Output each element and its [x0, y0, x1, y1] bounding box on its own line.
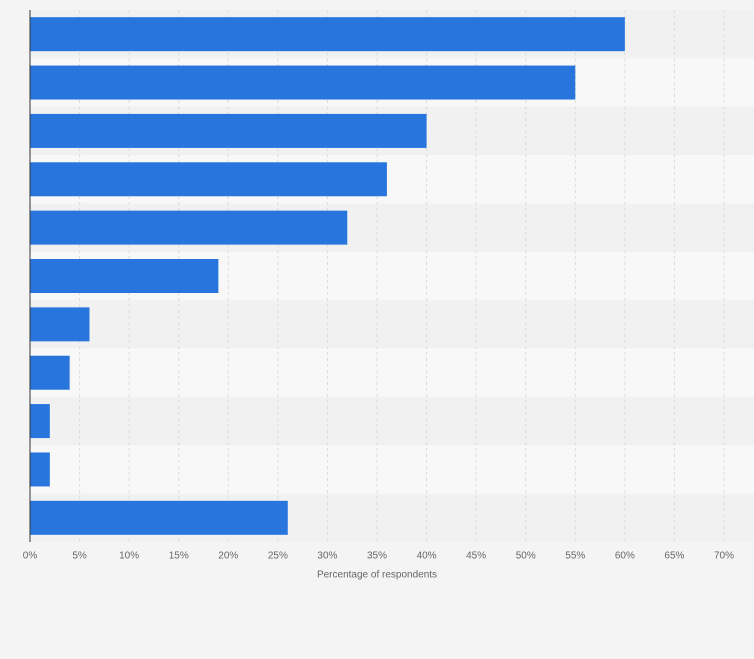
x-tick-label: 30% — [317, 551, 337, 562]
bar — [30, 404, 50, 439]
bar — [30, 65, 576, 100]
x-tick-label: 45% — [466, 551, 486, 562]
bar — [30, 17, 625, 52]
x-tick-label: 0% — [23, 551, 38, 562]
bar — [30, 452, 50, 487]
row-band — [30, 348, 754, 397]
x-tick-label: 25% — [268, 551, 288, 562]
bar — [30, 500, 288, 535]
bar — [30, 259, 219, 293]
bar — [30, 355, 70, 390]
row-band — [30, 300, 754, 349]
bar — [30, 210, 348, 245]
x-tick-label: 50% — [516, 551, 536, 562]
x-axis-label: Percentage of respondents — [317, 570, 437, 581]
x-tick-label: 70% — [714, 551, 734, 562]
x-tick-label: 65% — [664, 551, 684, 562]
row-band — [30, 445, 754, 494]
x-tick-label: 40% — [417, 551, 437, 562]
x-tick-label: 60% — [615, 551, 635, 562]
bar — [30, 113, 427, 148]
x-tick-label: 5% — [72, 551, 87, 562]
bar — [30, 307, 90, 342]
x-tick-label: 10% — [119, 551, 139, 562]
row-band — [30, 396, 754, 446]
x-tick-label: 55% — [565, 551, 585, 562]
x-tick-label: 20% — [218, 551, 238, 562]
bar — [30, 162, 387, 197]
x-tick-label: 15% — [169, 551, 189, 562]
x-tick-label: 35% — [367, 551, 387, 562]
